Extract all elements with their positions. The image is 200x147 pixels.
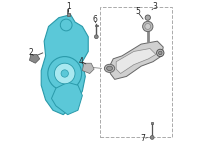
Bar bbox=[151, 122, 153, 124]
Circle shape bbox=[48, 57, 82, 90]
Circle shape bbox=[94, 35, 98, 39]
Polygon shape bbox=[110, 41, 163, 79]
Text: 4: 4 bbox=[78, 56, 83, 66]
Ellipse shape bbox=[107, 66, 112, 71]
Polygon shape bbox=[41, 15, 88, 115]
Circle shape bbox=[60, 19, 72, 31]
Text: 7: 7 bbox=[140, 134, 145, 143]
Text: 3: 3 bbox=[153, 2, 158, 11]
Circle shape bbox=[54, 63, 75, 84]
Text: 2: 2 bbox=[28, 48, 33, 57]
Polygon shape bbox=[82, 63, 94, 74]
FancyBboxPatch shape bbox=[100, 7, 172, 137]
Circle shape bbox=[150, 136, 154, 139]
Circle shape bbox=[61, 70, 68, 77]
Text: 6: 6 bbox=[92, 15, 97, 24]
Text: 5: 5 bbox=[135, 7, 140, 16]
Circle shape bbox=[145, 15, 150, 20]
Circle shape bbox=[159, 51, 162, 55]
Circle shape bbox=[157, 49, 164, 57]
Polygon shape bbox=[116, 49, 156, 74]
Circle shape bbox=[145, 24, 151, 29]
Circle shape bbox=[143, 21, 153, 32]
Text: 1: 1 bbox=[66, 2, 71, 11]
Polygon shape bbox=[51, 82, 82, 115]
Ellipse shape bbox=[104, 64, 115, 72]
Bar bbox=[95, 25, 98, 26]
Polygon shape bbox=[29, 54, 40, 63]
Bar bbox=[67, 13, 70, 16]
